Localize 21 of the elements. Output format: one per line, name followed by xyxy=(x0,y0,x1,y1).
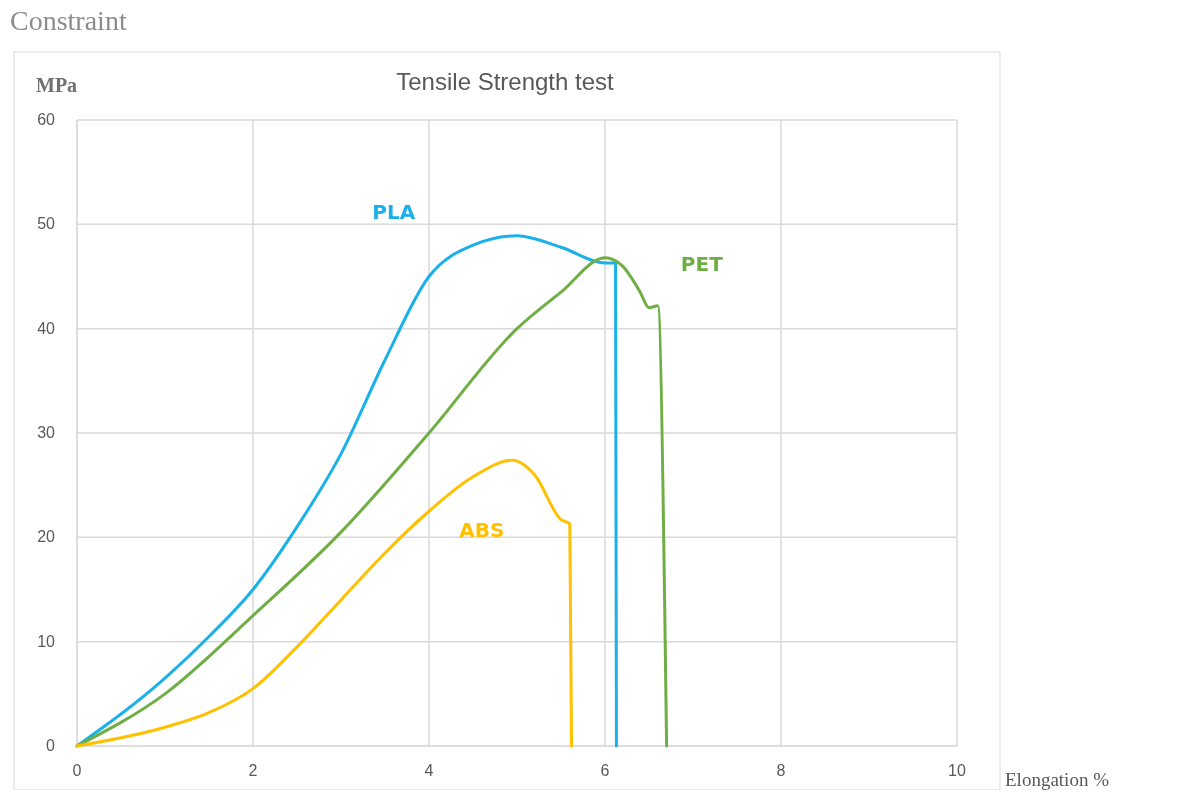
text: PLA xyxy=(372,200,416,225)
x-tick-label: 4 xyxy=(424,762,434,779)
x-tick-label: 10 xyxy=(948,762,966,779)
y-tick-label: 20 xyxy=(37,528,56,546)
series-label: PET xyxy=(680,252,724,277)
x-tick-label: 0 xyxy=(72,762,82,779)
x-tick-label: 6 xyxy=(600,762,610,779)
y-tick-label: 10 xyxy=(37,632,56,650)
y-tick-label: 0 xyxy=(46,737,56,754)
y-tick-label: 30 xyxy=(37,424,56,441)
x-tick-label: 8 xyxy=(776,762,786,779)
chart-title: Tensile Strength test xyxy=(396,68,615,95)
y-tick-label: 50 xyxy=(37,215,56,233)
text: Constraint xyxy=(10,5,127,36)
line-series xyxy=(75,458,574,748)
y-tick-label: 40 xyxy=(37,319,56,337)
x-tick-label: 2 xyxy=(248,762,258,779)
x-axis-title: Elongation % xyxy=(1005,769,1110,790)
series-label: ABS xyxy=(459,518,505,543)
y-tick-label: 60 xyxy=(37,111,56,128)
y-axis-title: MPa xyxy=(36,74,78,96)
